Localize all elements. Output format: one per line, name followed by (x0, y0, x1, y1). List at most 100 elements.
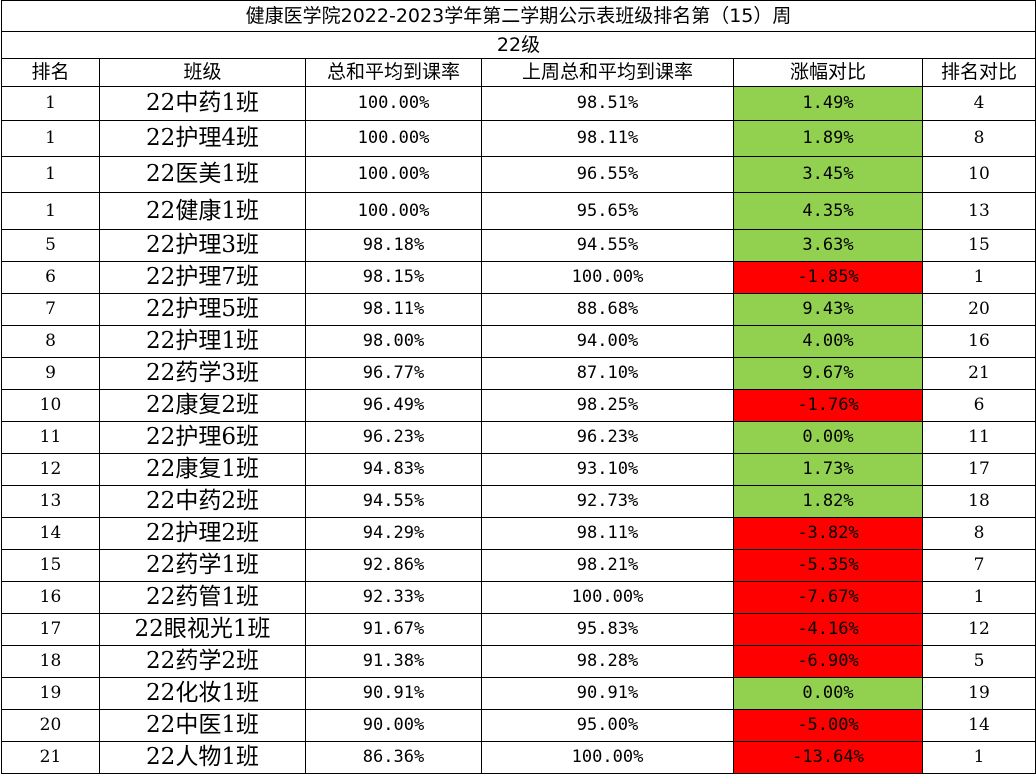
previous-rank-cell: 19 (922, 677, 1036, 710)
rate-cell: 90.91% (305, 677, 482, 710)
change-cell: 1.49% (733, 86, 923, 121)
rank-cell: 21 (1, 741, 100, 774)
header-rate: 总和平均到课率 (305, 58, 482, 87)
last-week-rate-cell: 98.28% (481, 645, 734, 678)
previous-rank-cell: 15 (922, 229, 1036, 262)
header-row: 排名 班级 总和平均到课率 上周总和平均到课率 涨幅对比 排名对比 (1, 58, 1036, 87)
change-cell: 0.00% (733, 677, 923, 710)
change-cell: 9.67% (733, 357, 923, 390)
previous-rank-cell: 18 (922, 485, 1036, 518)
rank-cell: 16 (1, 581, 100, 614)
rank-cell: 19 (1, 677, 100, 710)
change-cell: -13.64% (733, 741, 923, 774)
class-name-cell: 22护理6班 (99, 421, 306, 454)
last-week-rate-cell: 100.00% (481, 581, 734, 614)
rate-cell: 86.36% (305, 741, 482, 774)
last-week-rate-cell: 98.51% (481, 86, 734, 121)
class-name-cell: 22化妆1班 (99, 677, 306, 710)
last-week-rate-cell: 88.68% (481, 293, 734, 326)
previous-rank-cell: 1 (922, 261, 1036, 294)
last-week-rate-cell: 94.00% (481, 325, 734, 358)
last-week-rate-cell: 94.55% (481, 229, 734, 262)
class-name-cell: 22药学1班 (99, 549, 306, 582)
header-change: 涨幅对比 (733, 58, 923, 87)
rank-cell: 1 (1, 156, 100, 193)
rank-cell: 1 (1, 120, 100, 157)
rank-cell: 11 (1, 421, 100, 454)
rank-cell: 14 (1, 517, 100, 550)
previous-rank-cell: 5 (922, 645, 1036, 678)
change-cell: 1.89% (733, 120, 923, 157)
rate-cell: 100.00% (305, 192, 482, 230)
rate-cell: 100.00% (305, 120, 482, 157)
table-title: 健康医学院2022-2023学年第二学期公示表班级排名第（15）周 (1, 0, 1036, 32)
previous-rank-cell: 1 (922, 741, 1036, 774)
previous-rank-cell: 8 (922, 120, 1036, 157)
rate-cell: 98.00% (305, 325, 482, 358)
rank-cell: 17 (1, 613, 100, 646)
table-row: 1 22中药1班 100.00% 98.51% 1.49% 4 (1, 86, 1036, 121)
header-class: 班级 (99, 58, 306, 87)
rate-cell: 98.11% (305, 293, 482, 326)
last-week-rate-cell: 98.11% (481, 120, 734, 157)
change-cell: -5.00% (733, 709, 923, 742)
class-name-cell: 22药学3班 (99, 357, 306, 390)
change-cell: 9.43% (733, 293, 923, 326)
last-week-rate-cell: 92.73% (481, 485, 734, 518)
change-cell: -1.76% (733, 389, 923, 422)
rank-cell: 7 (1, 293, 100, 326)
rank-cell: 8 (1, 325, 100, 358)
table-row: 7 22护理5班 98.11% 88.68% 9.43% 20 (1, 293, 1036, 326)
class-name-cell: 22护理1班 (99, 325, 306, 358)
previous-rank-cell: 11 (922, 421, 1036, 454)
rank-cell: 5 (1, 229, 100, 262)
table-row: 9 22药学3班 96.77% 87.10% 9.67% 21 (1, 357, 1036, 390)
rate-cell: 100.00% (305, 86, 482, 121)
rate-cell: 96.23% (305, 421, 482, 454)
rate-cell: 92.86% (305, 549, 482, 582)
table-row: 12 22康复1班 94.83% 93.10% 1.73% 17 (1, 453, 1036, 486)
change-cell: 4.35% (733, 192, 923, 230)
header-last-week-rate: 上周总和平均到课率 (481, 58, 734, 87)
table-row: 18 22药学2班 91.38% 98.28% -6.90% 5 (1, 645, 1036, 678)
table-row: 16 22药管1班 92.33% 100.00% -7.67% 1 (1, 581, 1036, 614)
class-name-cell: 22医美1班 (99, 156, 306, 193)
change-cell: -7.67% (733, 581, 923, 614)
class-name-cell: 22康复2班 (99, 389, 306, 422)
previous-rank-cell: 1 (922, 581, 1036, 614)
rate-cell: 94.55% (305, 485, 482, 518)
class-name-cell: 22中药2班 (99, 485, 306, 518)
previous-rank-cell: 8 (922, 517, 1036, 550)
table-row: 5 22护理3班 98.18% 94.55% 3.63% 15 (1, 229, 1036, 262)
table-row: 17 22眼视光1班 91.67% 95.83% -4.16% 12 (1, 613, 1036, 646)
table-row: 10 22康复2班 96.49% 98.25% -1.76% 6 (1, 389, 1036, 422)
table-row: 8 22护理1班 98.00% 94.00% 4.00% 16 (1, 325, 1036, 358)
previous-rank-cell: 6 (922, 389, 1036, 422)
class-name-cell: 22人物1班 (99, 741, 306, 774)
last-week-rate-cell: 96.23% (481, 421, 734, 454)
rate-cell: 94.29% (305, 517, 482, 550)
last-week-rate-cell: 96.55% (481, 156, 734, 193)
table-row: 13 22中药2班 94.55% 92.73% 1.82% 18 (1, 485, 1036, 518)
change-cell: 1.82% (733, 485, 923, 518)
previous-rank-cell: 14 (922, 709, 1036, 742)
rate-cell: 90.00% (305, 709, 482, 742)
rank-cell: 18 (1, 645, 100, 678)
class-name-cell: 22眼视光1班 (99, 613, 306, 646)
last-week-rate-cell: 87.10% (481, 357, 734, 390)
class-name-cell: 22药学2班 (99, 645, 306, 678)
rank-cell: 15 (1, 549, 100, 582)
class-name-cell: 22康复1班 (99, 453, 306, 486)
class-name-cell: 22护理5班 (99, 293, 306, 326)
change-cell: 3.63% (733, 229, 923, 262)
class-name-cell: 22护理4班 (99, 120, 306, 157)
rate-cell: 98.18% (305, 229, 482, 262)
previous-rank-cell: 16 (922, 325, 1036, 358)
rank-cell: 20 (1, 709, 100, 742)
last-week-rate-cell: 95.83% (481, 613, 734, 646)
last-week-rate-cell: 100.00% (481, 741, 734, 774)
last-week-rate-cell: 98.11% (481, 517, 734, 550)
rank-cell: 12 (1, 453, 100, 486)
change-cell: 4.00% (733, 325, 923, 358)
change-cell: -5.35% (733, 549, 923, 582)
